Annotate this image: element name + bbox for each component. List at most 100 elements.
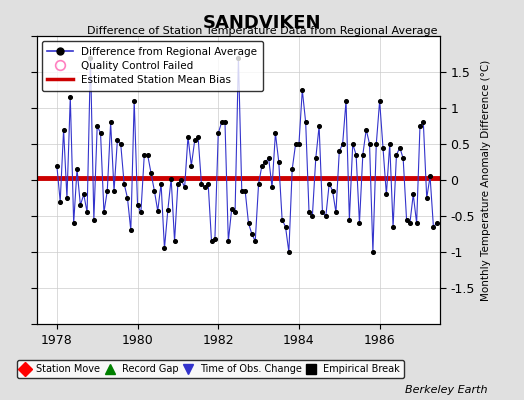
Point bbox=[170, 238, 179, 244]
Point bbox=[160, 245, 169, 252]
Point bbox=[288, 166, 297, 172]
Point bbox=[93, 123, 102, 129]
Point bbox=[271, 130, 280, 136]
Point bbox=[113, 137, 122, 144]
Point bbox=[345, 216, 354, 223]
Point bbox=[53, 162, 61, 169]
Point bbox=[103, 188, 112, 194]
Point bbox=[251, 238, 259, 244]
Point bbox=[134, 202, 142, 208]
Point bbox=[231, 209, 239, 216]
Point bbox=[184, 134, 192, 140]
Point bbox=[322, 213, 330, 219]
Point bbox=[291, 141, 300, 147]
Point bbox=[63, 195, 71, 201]
Point bbox=[110, 188, 118, 194]
Text: Berkeley Earth: Berkeley Earth bbox=[405, 385, 487, 395]
Point bbox=[106, 119, 115, 126]
Point bbox=[392, 152, 401, 158]
Point bbox=[315, 123, 323, 129]
Point bbox=[382, 191, 390, 198]
Point bbox=[275, 159, 283, 165]
Point bbox=[335, 148, 344, 154]
Point bbox=[329, 188, 337, 194]
Point bbox=[140, 152, 148, 158]
Point bbox=[402, 216, 411, 223]
Point bbox=[379, 144, 387, 151]
Point bbox=[372, 141, 380, 147]
Point bbox=[352, 152, 361, 158]
Point bbox=[426, 173, 434, 180]
Point bbox=[187, 162, 195, 169]
Point bbox=[204, 180, 212, 187]
Text: SANDVIKEN: SANDVIKEN bbox=[203, 14, 321, 32]
Point bbox=[308, 213, 316, 219]
Point bbox=[244, 220, 253, 226]
Point bbox=[123, 195, 132, 201]
Point bbox=[227, 206, 236, 212]
Point bbox=[433, 220, 441, 226]
Point bbox=[237, 188, 246, 194]
Point bbox=[83, 209, 91, 216]
Point bbox=[285, 249, 293, 255]
Point bbox=[261, 159, 269, 165]
Point bbox=[355, 220, 364, 226]
Point bbox=[268, 184, 276, 190]
Point bbox=[325, 180, 333, 187]
Point bbox=[150, 188, 159, 194]
Point bbox=[295, 141, 303, 147]
Point bbox=[396, 144, 404, 151]
Point bbox=[137, 209, 145, 216]
Point bbox=[301, 119, 310, 126]
Point bbox=[70, 220, 78, 226]
Point bbox=[429, 224, 438, 230]
Point bbox=[342, 98, 350, 104]
Point bbox=[389, 224, 397, 230]
Point bbox=[194, 134, 202, 140]
Point bbox=[147, 170, 155, 176]
Point bbox=[224, 238, 233, 244]
Point bbox=[130, 98, 138, 104]
Point bbox=[66, 94, 74, 100]
Point bbox=[144, 152, 152, 158]
Point bbox=[416, 123, 424, 129]
Point bbox=[208, 238, 216, 244]
Point bbox=[100, 209, 108, 216]
Point bbox=[406, 220, 414, 226]
Point bbox=[298, 87, 307, 93]
Point bbox=[386, 141, 394, 147]
Point bbox=[59, 126, 68, 133]
Point bbox=[278, 216, 286, 223]
Point bbox=[305, 209, 313, 216]
Point bbox=[369, 249, 377, 255]
Point bbox=[211, 236, 219, 242]
Point bbox=[180, 184, 189, 190]
Point bbox=[120, 180, 128, 187]
Point bbox=[217, 119, 226, 126]
Point bbox=[365, 141, 374, 147]
Point bbox=[96, 130, 105, 136]
Point bbox=[163, 207, 172, 214]
Point bbox=[116, 141, 125, 147]
Point bbox=[248, 231, 256, 237]
Point bbox=[234, 54, 243, 61]
Point bbox=[358, 152, 367, 158]
Point bbox=[167, 175, 176, 182]
Point bbox=[177, 177, 185, 183]
Legend: Station Move, Record Gap, Time of Obs. Change, Empirical Break: Station Move, Record Gap, Time of Obs. C… bbox=[17, 360, 403, 378]
Point bbox=[376, 98, 384, 104]
Point bbox=[348, 141, 357, 147]
Point bbox=[197, 180, 205, 187]
Y-axis label: Monthly Temperature Anomaly Difference (°C): Monthly Temperature Anomaly Difference (… bbox=[481, 59, 490, 301]
Point bbox=[412, 220, 421, 226]
Point bbox=[422, 195, 431, 201]
Point bbox=[255, 180, 263, 187]
Point bbox=[339, 141, 347, 147]
Point bbox=[201, 184, 209, 190]
Point bbox=[221, 119, 229, 126]
Point bbox=[80, 191, 88, 198]
Point bbox=[174, 180, 182, 187]
Point bbox=[191, 137, 199, 144]
Point bbox=[312, 155, 320, 162]
Point bbox=[154, 208, 162, 214]
